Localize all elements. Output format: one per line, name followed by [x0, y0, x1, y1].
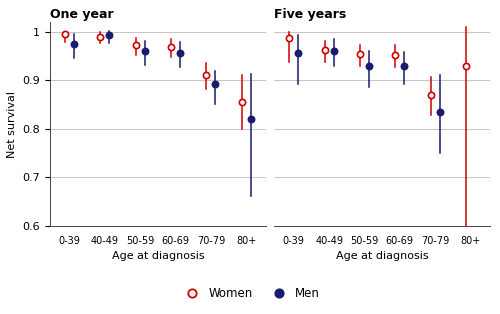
Legend: Women, Men: Women, Men — [176, 283, 324, 305]
X-axis label: Age at diagnosis: Age at diagnosis — [112, 252, 204, 261]
Text: One year: One year — [50, 8, 114, 21]
X-axis label: Age at diagnosis: Age at diagnosis — [336, 252, 428, 261]
Text: Five years: Five years — [274, 8, 346, 21]
Y-axis label: Net survival: Net survival — [7, 90, 17, 158]
